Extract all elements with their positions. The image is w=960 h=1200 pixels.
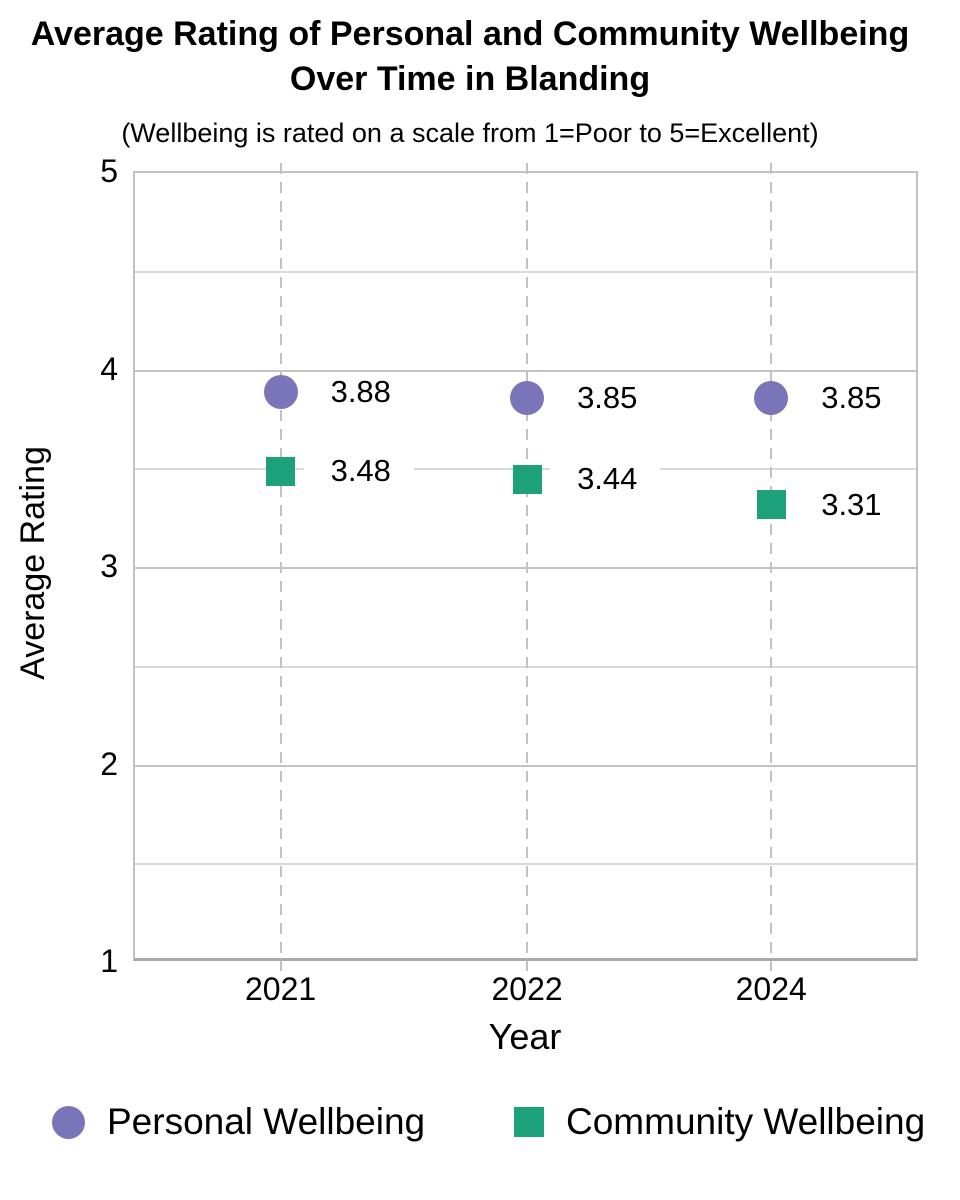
data-label: 3.44 — [550, 460, 661, 499]
data-label: 3.85 — [550, 379, 661, 418]
data-label: 3.85 — [794, 379, 905, 418]
data-point-personal-wellbeing-2022 — [510, 381, 545, 416]
y-tick-label: 3 — [100, 548, 118, 584]
legend-swatch-square-icon — [514, 1107, 544, 1137]
legend-item-community-wellbeing: Community Wellbeing — [0, 1100, 960, 1144]
data-point-personal-wellbeing-2021 — [263, 375, 298, 410]
plot-area — [133, 171, 918, 961]
vertical-dashed-gridline — [770, 163, 773, 971]
y-tick-label: 5 — [100, 153, 118, 189]
x-axis-title: Year — [488, 1016, 562, 1057]
data-label: 3.31 — [794, 485, 905, 524]
data-point-community-wellbeing-2021 — [266, 456, 296, 486]
x-tick-label: 2021 — [244, 971, 317, 1007]
legend-label: Personal Wellbeing — [107, 1101, 426, 1142]
horizontal-gridline-major — [135, 567, 916, 569]
vertical-dashed-gridline — [526, 163, 529, 971]
horizontal-gridline-major — [135, 764, 916, 767]
y-tick-label: 2 — [100, 745, 118, 782]
chart-title-line-2: Over Time in Blanding — [289, 60, 651, 98]
vertical-dashed-gridline — [279, 163, 282, 971]
chart-subtitle: (Wellbeing is rated on a scale from 1=Po… — [121, 118, 819, 148]
horizontal-gridline-minor — [135, 270, 916, 273]
data-label: 3.48 — [303, 452, 414, 491]
y-tick-label: 1 — [100, 943, 118, 979]
legend-label: Community Wellbeing — [566, 1101, 926, 1142]
y-tick-label: 4 — [100, 350, 118, 387]
x-tick-label: 2022 — [491, 971, 563, 1007]
data-label: 3.88 — [303, 373, 414, 412]
data-point-personal-wellbeing-2024 — [754, 381, 789, 416]
chart-title-line-1: Average Rating of Personal and Community… — [30, 15, 910, 53]
horizontal-gridline-major — [135, 369, 916, 372]
data-point-community-wellbeing-2022 — [512, 464, 542, 494]
chart-title: Average Rating of Personal and Community… — [0, 12, 940, 102]
data-point-community-wellbeing-2024 — [756, 490, 786, 520]
x-tick-label: 2024 — [735, 971, 807, 1007]
legend-item-personal-wellbeing: Personal Wellbeing — [0, 1100, 960, 1144]
legend-swatch-circle-icon — [52, 1105, 85, 1139]
horizontal-gridline-minor — [135, 665, 916, 668]
horizontal-gridline-minor — [135, 863, 916, 866]
